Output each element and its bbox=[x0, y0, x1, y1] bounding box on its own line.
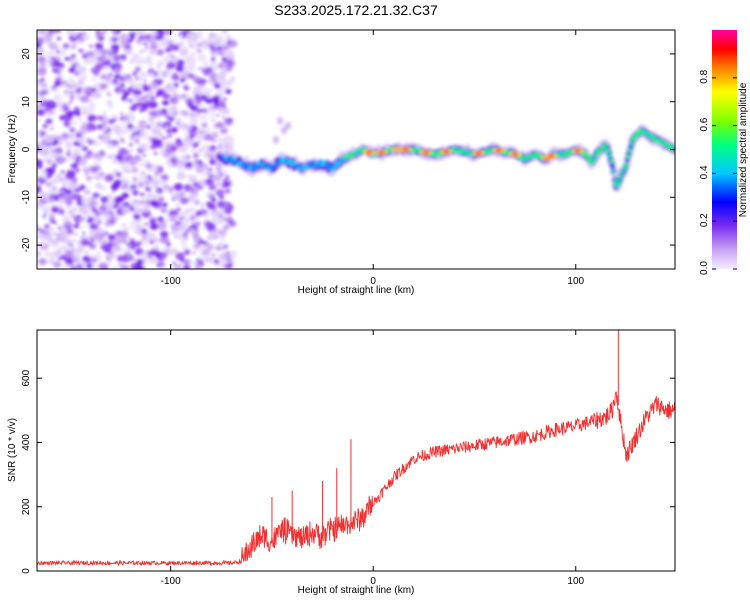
spectrogram-y-tick-label: -20 bbox=[21, 237, 32, 252]
spectrogram-image bbox=[37, 30, 675, 269]
snr-y-tick-label: 0 bbox=[21, 568, 32, 574]
spectrogram-y-tick-label: 0 bbox=[21, 146, 32, 152]
snr-y-tick-label: 400 bbox=[21, 434, 32, 451]
snr-x-tick-label: -100 bbox=[161, 576, 181, 587]
snr-series-line bbox=[37, 391, 675, 567]
colorbar-tick-label: 0.2 bbox=[699, 213, 710, 227]
spectrogram-x-tick-label: 100 bbox=[567, 276, 584, 287]
snr-x-label: Height of straight line (km) bbox=[298, 585, 415, 596]
spectrogram-x-tick-label: 0 bbox=[370, 276, 376, 287]
figure-title: S233.2025.172.21.32.C37 bbox=[274, 2, 438, 18]
spectrogram-x-label: Height of straight line (km) bbox=[298, 285, 415, 296]
snr-y-label: SNR (10 * v/v) bbox=[7, 418, 18, 482]
spectrogram-x-tick-label: -100 bbox=[161, 276, 181, 287]
snr-y-tick-label: 600 bbox=[21, 369, 32, 386]
snr-y-tick-label: 200 bbox=[21, 498, 32, 515]
colorbar-label: Normalized spectral amplitude bbox=[738, 82, 749, 217]
spectrogram-y-tick-label: 20 bbox=[21, 48, 32, 60]
spectrogram-ridge bbox=[211, 116, 675, 193]
colorbar-gradient bbox=[712, 30, 737, 269]
spectrogram-y-tick-label: -10 bbox=[21, 190, 32, 205]
colorbar-tick-label: 0.0 bbox=[699, 261, 710, 275]
spectrogram-y-tick-label: 10 bbox=[21, 96, 32, 108]
snr-x-tick-label: 0 bbox=[370, 576, 376, 587]
snr-x-tick-label: 100 bbox=[567, 576, 584, 587]
snr-frame bbox=[36, 329, 676, 572]
colorbar-tick-label: 0.4 bbox=[699, 165, 710, 179]
spectrogram-noise bbox=[37, 30, 238, 269]
spectrogram-y-label: Frequency (Hz) bbox=[7, 115, 18, 184]
colorbar-tick-label: 0.6 bbox=[699, 117, 710, 131]
colorbar: 0.0 0.2 0.4 0.6 0.8 Normalized spectral ampl… bbox=[699, 30, 749, 275]
snr-panel: -100 0 100 0 200 400 600 Height of straight li… bbox=[7, 329, 676, 596]
colorbar-tick-label: 0.8 bbox=[699, 69, 710, 83]
